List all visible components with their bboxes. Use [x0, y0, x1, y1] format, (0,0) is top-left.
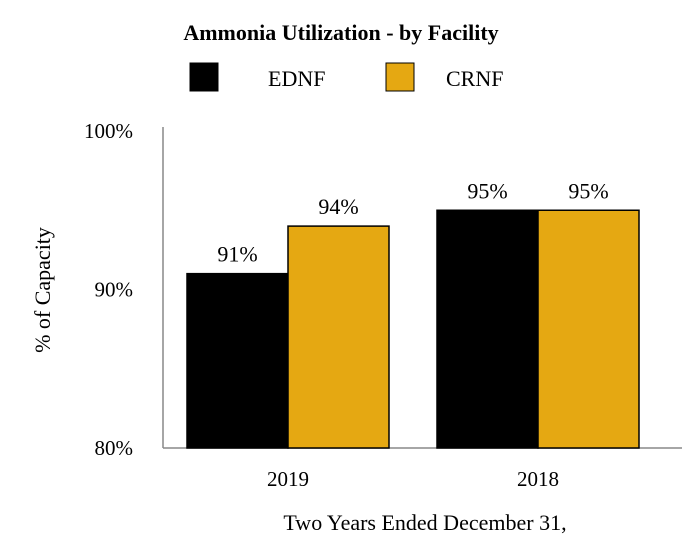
data-label-ednf-2019: 91% — [217, 242, 257, 267]
bar-ednf-2018 — [436, 209, 539, 449]
x-tick-label: 2019 — [267, 467, 309, 491]
x-axis: 2019 2018 — [163, 447, 682, 491]
legend: EDNF CRNF — [189, 62, 503, 92]
legend-label-crnf: CRNF — [446, 66, 503, 91]
bar-ednf-2019 — [186, 272, 289, 449]
x-tick-label: 2018 — [517, 467, 559, 491]
legend-swatch-crnf — [385, 62, 415, 92]
legend-swatch-ednf — [189, 62, 219, 92]
y-tick-label: 90% — [95, 278, 134, 302]
y-tick-label: 80% — [95, 436, 134, 460]
bar-crnf-2019 — [287, 225, 390, 449]
y-tick-label: 100% — [84, 119, 133, 143]
y-axis: 80% 90% 100% — [84, 119, 164, 460]
x-axis-label: Two Years Ended December 31, — [283, 510, 566, 535]
legend-label-ednf: EDNF — [268, 66, 325, 91]
data-label-crnf-2018: 95% — [568, 178, 608, 203]
data-label-ednf-2018: 95% — [467, 178, 507, 203]
data-labels-group: 91% 94% 95% 95% — [217, 178, 608, 266]
bars-group — [186, 209, 640, 449]
data-label-crnf-2019: 94% — [318, 194, 358, 219]
y-axis-label: % of Capacity — [30, 227, 55, 353]
chart-title: Ammonia Utilization - by Facility — [183, 20, 498, 45]
bar-crnf-2018 — [537, 209, 640, 449]
